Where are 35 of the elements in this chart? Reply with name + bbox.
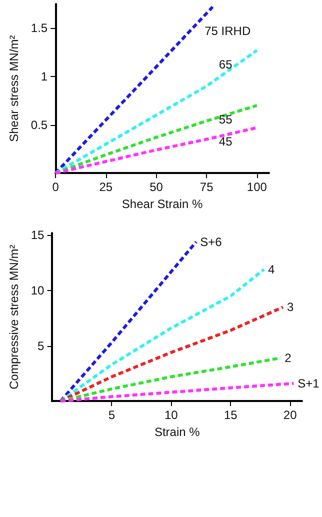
y-tick-label: 1.5 xyxy=(30,21,48,36)
y-axis-title: Shear stress MN/m² xyxy=(7,35,21,142)
x-tick-label: 5 xyxy=(108,408,116,422)
line-series xyxy=(59,240,198,403)
x-axis-title: Shear Strain % xyxy=(122,197,203,211)
y-tick-label: 0.5 xyxy=(30,118,48,132)
line-series xyxy=(54,126,258,175)
series-label: 75 IRHD xyxy=(204,24,251,38)
line-series xyxy=(59,306,284,403)
x-tick-label: 75 xyxy=(200,180,214,194)
x-tick-label: 25 xyxy=(99,180,113,194)
x-tick-label: 0 xyxy=(52,180,60,194)
series-label: 3 xyxy=(286,300,294,314)
x-tick-label: 15 xyxy=(224,408,238,422)
series-label: 55 xyxy=(218,112,233,126)
series-label: S+1 xyxy=(298,376,320,390)
x-tick-label: 10 xyxy=(164,408,178,422)
line-series xyxy=(59,356,282,403)
x-axis-title: Strain % xyxy=(154,425,200,439)
x-tick-label: 20 xyxy=(283,408,298,422)
y-tick-label: 5 xyxy=(38,338,45,353)
line-series xyxy=(54,48,258,175)
series-label: 45 xyxy=(218,134,233,149)
series-label: 4 xyxy=(268,262,275,276)
line-series xyxy=(54,104,258,175)
series-label: 65 xyxy=(218,57,233,72)
x-tick-label: 50 xyxy=(150,180,164,194)
y-tick-label: 10 xyxy=(30,284,45,298)
x-tick-label: 100 xyxy=(246,180,268,194)
series-label: 2 xyxy=(284,350,292,365)
y-axis-title: Compressive stress MN/m² xyxy=(7,244,21,390)
y-tick-label: 15 xyxy=(30,228,45,242)
series-label: S+6 xyxy=(200,234,222,249)
y-tick-label: 1 xyxy=(40,69,48,84)
line-series xyxy=(59,382,296,403)
